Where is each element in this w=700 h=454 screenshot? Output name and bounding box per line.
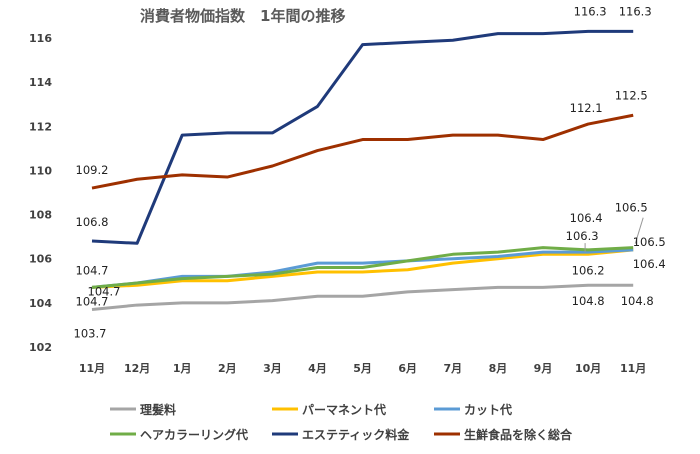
x-tick-label: 1月: [173, 362, 192, 375]
y-axis: 102 104 106 108 110 112 114 116: [29, 32, 52, 354]
x-axis: 11月 12月 1月 2月 3月 4月 5月 6月 7月 8月 9月 10月 11月: [79, 362, 647, 375]
x-tick-label: 5月: [353, 362, 372, 375]
y-tick-label: 116: [29, 32, 52, 45]
legend-item-5[interactable]: 生鮮食品を除く総合: [434, 427, 573, 442]
legend-item-1[interactable]: パーマネント代: [272, 402, 386, 417]
y-tick-label: 102: [29, 341, 52, 354]
data-label: 106.2: [572, 263, 605, 277]
y-tick-label: 104: [29, 297, 52, 310]
y-tick-label: 112: [29, 120, 52, 133]
legend-item-4[interactable]: エステティック料金: [272, 427, 410, 442]
y-tick-label: 114: [29, 76, 52, 89]
legend-label: 理髪料: [140, 402, 176, 417]
data-label: 106.5: [615, 201, 648, 215]
x-tick-label: 9月: [534, 362, 553, 375]
x-tick-label: 12月: [124, 362, 150, 375]
y-tick-label: 110: [29, 164, 52, 177]
x-tick-label: 2月: [218, 362, 237, 375]
data-label: 104.8: [572, 294, 605, 308]
x-tick-label: 8月: [489, 362, 508, 375]
series-line-0: [92, 285, 633, 309]
data-label: 104.7: [76, 294, 109, 308]
data-label: 106.4: [633, 257, 666, 271]
series-line-5: [92, 115, 633, 188]
y-tick-label: 106: [29, 253, 52, 266]
data-label: 116.3: [619, 4, 652, 18]
x-tick-label: 11月: [620, 362, 646, 375]
data-label: 109.2: [76, 163, 109, 177]
x-tick-label: 6月: [398, 362, 417, 375]
chart-title: 消費者物価指数 1年間の推移: [140, 7, 345, 25]
data-label: 106.3: [566, 229, 599, 243]
data-label: 112.5: [615, 88, 648, 102]
data-label: 112.1: [570, 101, 603, 115]
legend-item-0[interactable]: 理髪料: [110, 402, 176, 417]
x-tick-label: 11月: [79, 362, 105, 375]
data-label: 103.7: [74, 326, 107, 340]
x-tick-label: 3月: [263, 362, 282, 375]
legend-label: エステティック料金: [302, 427, 410, 442]
legend-label: カット代: [464, 402, 512, 417]
data-label: 106.5: [633, 235, 666, 249]
data-label: 104.7: [76, 263, 109, 277]
data-label: 116.3: [574, 4, 607, 18]
data-label: 106.8: [76, 215, 109, 229]
legend-label: ヘアカラーリング代: [140, 427, 248, 442]
legend-label: 生鮮食品を除く総合: [464, 427, 573, 442]
legend-item-2[interactable]: カット代: [434, 402, 512, 417]
legend-item-3[interactable]: ヘアカラーリング代: [110, 427, 248, 442]
x-tick-label: 7月: [443, 362, 462, 375]
series-lines: [92, 31, 633, 309]
data-label: 104.8: [621, 294, 654, 308]
data-label: 106.4: [570, 211, 603, 225]
y-tick-label: 108: [29, 209, 52, 222]
legend-label: パーマネント代: [302, 402, 386, 417]
x-tick-label: 10月: [575, 362, 601, 375]
x-tick-label: 4月: [308, 362, 327, 375]
